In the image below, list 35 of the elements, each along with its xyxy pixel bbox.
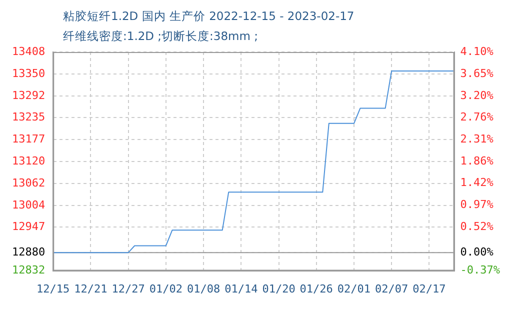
y-tick-label: 13350	[12, 66, 46, 80]
x-tick-label: 02/07	[375, 282, 408, 296]
x-tick-label: 01/20	[262, 282, 296, 296]
y-tick-label: 13177	[12, 132, 46, 146]
x-tick-label: 12/15	[36, 282, 70, 296]
y2-tick-label: 2.76%	[460, 110, 494, 124]
y-tick-label: 13235	[12, 110, 46, 124]
y2-tick-label: 3.20%	[460, 88, 494, 102]
y2-tick-label: 2.31%	[460, 132, 494, 146]
y2-tick-label: 1.42%	[460, 176, 494, 190]
y-tick-label: 13292	[12, 88, 46, 102]
chart-title: 粘胶短纤1.2D 国内 生产价 2022-12-15 - 2023-02-17	[63, 9, 354, 24]
x-tick-label: 02/17	[412, 282, 446, 296]
x-tick-label: 01/02	[149, 282, 182, 296]
y2-tick-label: 3.65%	[460, 66, 494, 80]
y2-tick-label: 1.86%	[460, 154, 494, 168]
y-tick-label: 13120	[12, 154, 46, 168]
y2-tick-label: 4.10%	[460, 44, 494, 58]
y-tick-label: 12832	[12, 264, 46, 277]
y-tick-label: 12880	[12, 245, 46, 258]
y-tick-label: 13004	[12, 198, 46, 212]
y-tick-label: 12947	[12, 220, 46, 233]
y2-tick-label: 0.00%	[460, 246, 494, 259]
x-tick-label: 12/27	[112, 282, 145, 296]
x-tick-label: 01/14	[224, 282, 258, 296]
x-tick-label: 01/08	[186, 282, 220, 296]
y-tick-label: 13062	[12, 176, 46, 190]
y2-tick-label: -0.37%	[460, 264, 500, 277]
y-tick-label: 13408	[12, 44, 46, 58]
y2-tick-label: 0.97%	[460, 198, 494, 212]
x-tick-label: 12/21	[74, 282, 108, 296]
x-tick-label: 02/01	[337, 282, 371, 296]
chart-subtitle: 纤维线密度:1.2D ;切断长度:38mm ;	[63, 29, 258, 44]
x-tick-label: 01/26	[300, 282, 333, 296]
y2-tick-label: 0.52%	[460, 220, 494, 234]
